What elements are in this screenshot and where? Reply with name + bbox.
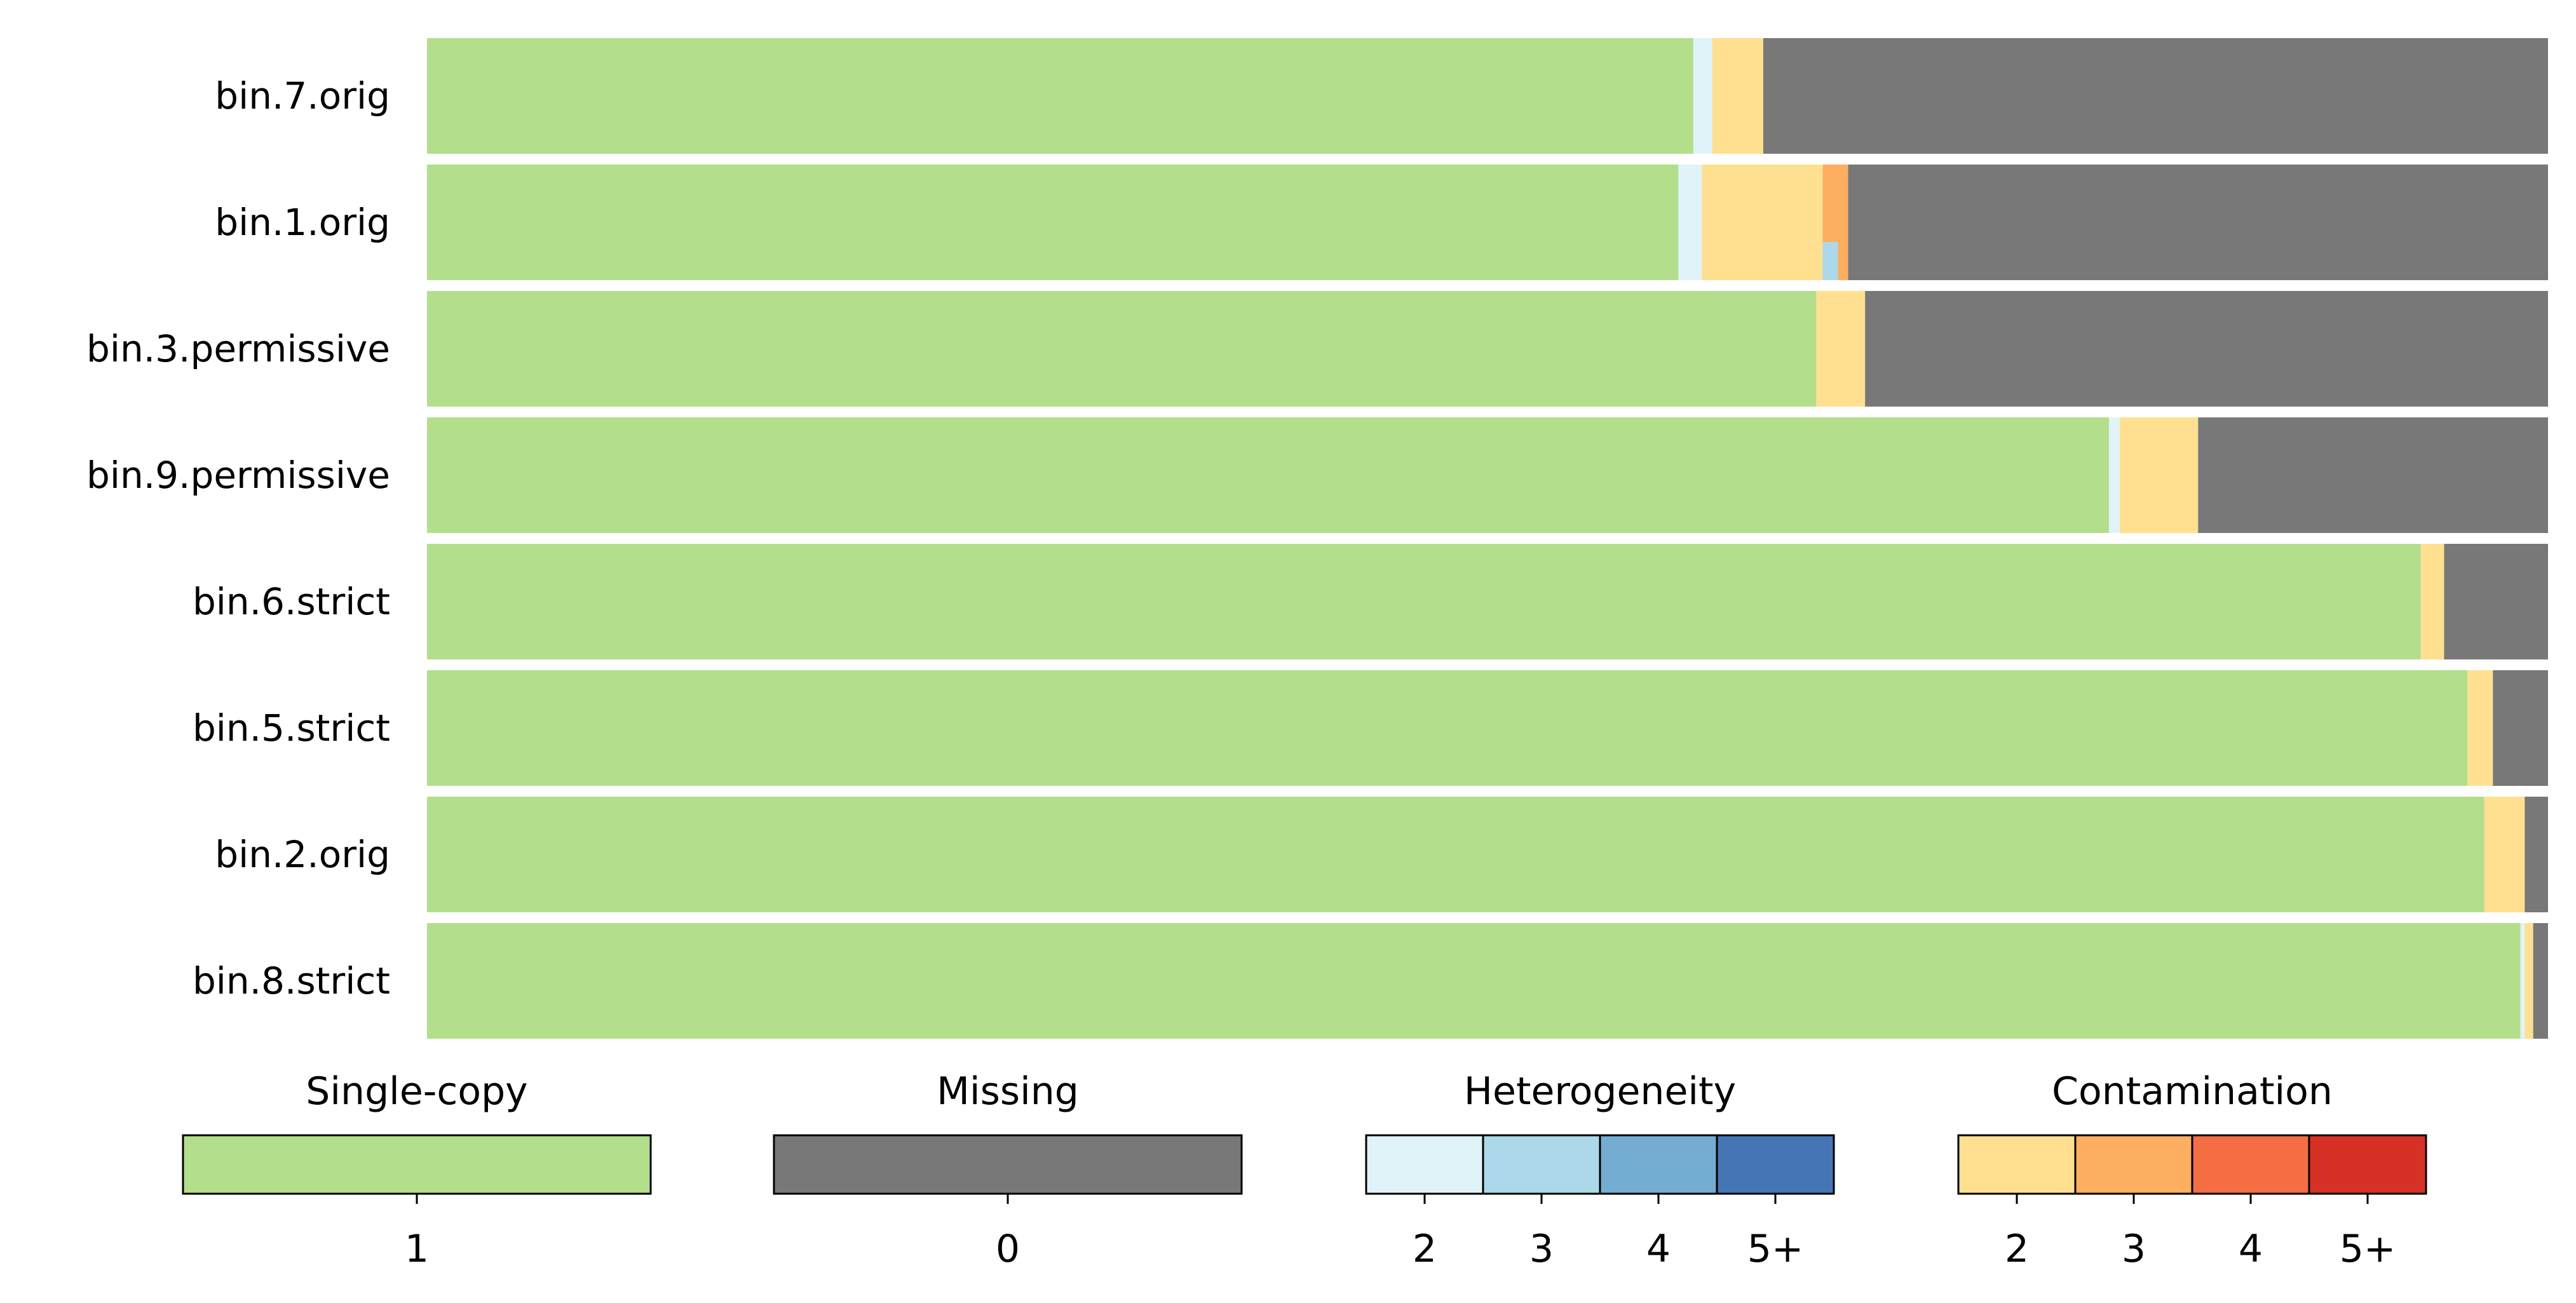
- legend-missing: Missing 0: [773, 1069, 1243, 1271]
- y-tick-label: bin.8.strict: [193, 959, 390, 1003]
- legend-swatch: [773, 1134, 1243, 1195]
- legend-single-copy: Single-copy 1: [182, 1069, 652, 1271]
- bar-contamination-2: [2420, 544, 2444, 659]
- bar-heterogeneity-2: [1693, 38, 1712, 154]
- bar-missing: [2493, 670, 2548, 786]
- bar-single-copy: [427, 797, 2484, 912]
- legend-swatch: [1365, 1134, 1484, 1195]
- y-tick-labels: bin.7.orig bin.1.orig bin.3.permissive bin.…: [86, 74, 390, 1003]
- legend-label: 2: [2005, 1227, 2029, 1271]
- bar-single-copy: [427, 544, 2421, 659]
- y-tick-label: bin.2.orig: [215, 833, 390, 876]
- legend-title: Missing: [937, 1069, 1079, 1114]
- bar-contamination-2: [1712, 38, 1763, 154]
- bar-missing: [2525, 797, 2548, 912]
- legend-label: 3: [2122, 1227, 2146, 1271]
- bar-missing: [2198, 417, 2548, 533]
- bar-missing: [1763, 38, 2548, 154]
- bars-group: [427, 38, 2548, 1039]
- bar-missing: [1865, 291, 2548, 407]
- bar-heterogeneity-2: [2109, 417, 2120, 533]
- legend-swatch: [182, 1134, 652, 1195]
- legend-swatch: [2191, 1134, 2310, 1195]
- legend-label: 3: [1529, 1227, 1554, 1271]
- bar-single-copy: [427, 923, 2521, 1039]
- bar-contamination-2: [2484, 797, 2525, 912]
- bar-single-copy: [427, 38, 1693, 154]
- legend-swatch: [1957, 1134, 2077, 1195]
- legend-label: 5+: [1747, 1227, 1803, 1271]
- y-tick-label: bin.5.strict: [193, 706, 390, 750]
- legend-label: 0: [996, 1227, 1020, 1271]
- legend-swatch: [1716, 1134, 1835, 1195]
- bar-missing: [1848, 165, 2548, 280]
- bar-single-copy: [427, 670, 2468, 786]
- legend-title: Heterogeneity: [1464, 1069, 1736, 1114]
- y-tick-label: bin.3.permissive: [86, 327, 390, 370]
- legend-contamination: Contamination 2 3 4 5+: [1957, 1069, 2427, 1271]
- legend-swatch: [1599, 1134, 1718, 1195]
- bar-missing: [2444, 544, 2548, 659]
- legend-title: Single-copy: [306, 1069, 527, 1114]
- bar-heterogeneity-3: [1822, 241, 1838, 280]
- legend-label: 1: [405, 1227, 429, 1271]
- legend-swatch: [2074, 1134, 2193, 1195]
- y-tick-label: bin.6.strict: [193, 580, 390, 623]
- y-tick-label: bin.7.orig: [215, 74, 390, 118]
- bar-contamination-2: [2525, 923, 2533, 1039]
- bar-single-copy: [427, 165, 1679, 280]
- legend-label: 5+: [2340, 1227, 2396, 1271]
- bar-single-copy: [427, 417, 2110, 533]
- legend-swatch: [2308, 1134, 2427, 1195]
- legend-swatch: [1482, 1134, 1601, 1195]
- bar-missing: [2533, 923, 2548, 1039]
- legend-heterogeneity: Heterogeneity 2 3 4 5+: [1365, 1069, 1835, 1271]
- bar-contamination-2: [1702, 165, 1823, 280]
- bar-heterogeneity-2: [2520, 923, 2525, 1039]
- bar-contamination-2: [1816, 291, 1866, 407]
- y-tick-label: bin.9.permissive: [86, 454, 390, 497]
- bar-contamination-2: [2119, 417, 2199, 533]
- bar-contamination-2: [2467, 670, 2493, 786]
- legend-label: 4: [2239, 1227, 2263, 1271]
- legend-label: 2: [1413, 1227, 1437, 1271]
- legend-label: 4: [1646, 1227, 1671, 1271]
- legend-title: Contamination: [2052, 1069, 2333, 1114]
- y-tick-label: bin.1.orig: [215, 201, 390, 244]
- bar-heterogeneity-2: [1678, 165, 1702, 280]
- bar-single-copy: [427, 291, 1817, 407]
